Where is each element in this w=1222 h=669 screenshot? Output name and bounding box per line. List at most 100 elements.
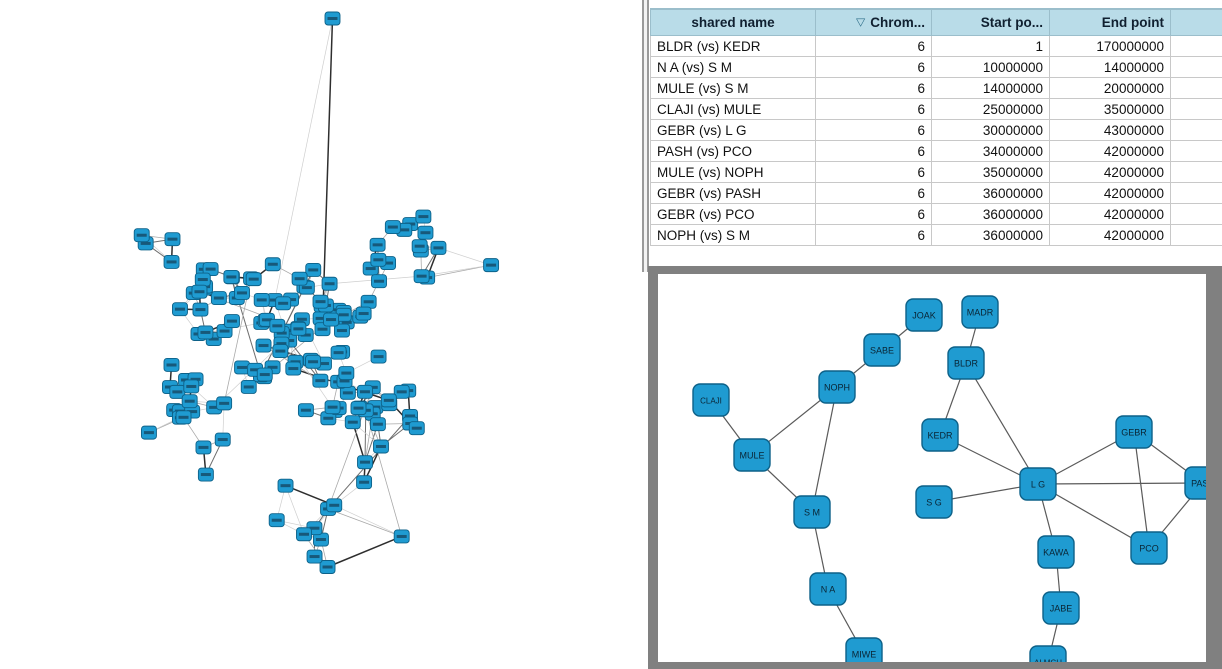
main-network-node[interactable] [264, 257, 281, 272]
main-network-node[interactable] [272, 344, 289, 359]
table-row[interactable]: PASH (vs) PCO6340000004200000011.4 [650, 140, 1222, 162]
edge-table-panel[interactable]: shared name ▽ Chrom... Start po... End po… [640, 0, 1222, 272]
main-network-node[interactable] [373, 439, 389, 454]
main-network-edge[interactable] [274, 18, 333, 301]
main-network-node[interactable] [344, 415, 361, 430]
main-network-node[interactable] [408, 421, 425, 436]
subnetwork-node-MADR[interactable]: MADR [961, 295, 999, 329]
main-network-node[interactable] [285, 361, 302, 376]
table-row[interactable]: CLAJI (vs) MULE625000000350000005.9 [650, 98, 1222, 120]
subnetwork-node-KEDR[interactable]: KEDR [921, 418, 959, 452]
main-network-node[interactable] [297, 403, 314, 418]
main-network-node[interactable] [305, 354, 321, 369]
main-network-node[interactable] [370, 252, 387, 267]
main-network-node[interactable] [195, 440, 212, 455]
main-network-node[interactable] [356, 475, 373, 490]
main-network-edge[interactable] [333, 504, 403, 537]
subnetwork-panel[interactable]: CLAJI MULE NOPH SABE JOAK S M N A MIWE MADR BLDR K… [648, 266, 1222, 669]
main-network-node[interactable] [163, 254, 180, 269]
table-row[interactable]: NOPH (vs) S M636000000420000009.9 [650, 224, 1222, 246]
column-header-shared-name[interactable]: shared name [650, 8, 816, 36]
main-network-node[interactable] [172, 302, 188, 317]
subnetwork-node-JOAK[interactable]: JOAK [905, 298, 943, 332]
main-network-node[interactable] [384, 220, 401, 234]
subnetwork-node-CLAJI[interactable]: CLAJI [692, 383, 730, 417]
subnetwork-canvas[interactable]: CLAJI MULE NOPH SABE JOAK S M N A MIWE MADR BLDR K… [658, 274, 1206, 662]
subnetwork-node-BLDR[interactable]: BLDR [947, 346, 985, 380]
subnetwork-node-MIWE[interactable]: MIWE [845, 637, 883, 662]
subnetwork-edge-NOPH-S M[interactable] [811, 386, 838, 513]
subnetwork-node-GEBR[interactable]: GEBR [1115, 415, 1153, 449]
main-network-node[interactable] [323, 312, 339, 327]
main-network-node[interactable] [334, 323, 350, 338]
main-network-node[interactable] [163, 358, 180, 372]
main-network-node[interactable] [369, 237, 386, 252]
subnetwork-edge-GEBR-PCO[interactable] [1133, 431, 1150, 549]
main-network-node[interactable] [133, 228, 150, 243]
column-header-chromosome[interactable]: ▽ Chrom... [815, 8, 932, 36]
main-network-node[interactable] [411, 239, 428, 254]
subnetwork-node-S-M[interactable]: S M [793, 495, 831, 529]
subnetwork-node-PASH[interactable]: PASH [1184, 466, 1206, 500]
main-network-node[interactable] [370, 349, 387, 364]
main-network-node[interactable] [197, 325, 214, 340]
subnetwork-node-N-A[interactable]: N A [809, 572, 847, 606]
table-row[interactable]: GEBR (vs) PASH636000000420000008.9 [650, 182, 1222, 204]
table-row[interactable]: BLDR (vs) KEDR61170000000192.0 [650, 35, 1222, 57]
main-network-node[interactable] [320, 411, 337, 426]
main-network-edge[interactable] [438, 247, 492, 266]
table-row[interactable]: N A (vs) S M610000000140000006.6 [650, 56, 1222, 78]
main-network-edge[interactable] [365, 409, 403, 537]
main-network-node[interactable] [291, 271, 308, 286]
main-network-node[interactable] [191, 284, 208, 299]
column-header-end-point[interactable]: End point [1049, 8, 1171, 36]
main-network-edge[interactable] [322, 17, 334, 318]
main-network-node[interactable] [268, 513, 285, 528]
subnetwork-edge-L G-PASH[interactable] [1037, 482, 1204, 485]
main-network-node[interactable] [269, 318, 286, 333]
main-network-node[interactable] [234, 285, 250, 300]
main-network-node[interactable] [245, 272, 262, 287]
subnetwork-edge-BLDR-L G[interactable] [965, 362, 1039, 485]
main-network-node[interactable] [360, 294, 377, 309]
main-network-node[interactable] [371, 274, 387, 289]
main-network-edge[interactable] [426, 264, 492, 278]
table-row[interactable]: MULE (vs) S M614000000200000007.5 [650, 77, 1222, 99]
main-network-node[interactable] [256, 367, 273, 382]
main-network-node[interactable] [255, 338, 272, 353]
main-network-edge[interactable] [327, 508, 403, 537]
main-network-node[interactable] [483, 258, 500, 273]
main-network-canvas[interactable] [0, 0, 640, 669]
main-network-node[interactable] [356, 384, 373, 399]
subnetwork-node-SABE[interactable]: SABE [863, 333, 901, 367]
main-network-node[interactable] [253, 292, 270, 307]
edge-table[interactable]: shared name ▽ Chrom... Start po... End po… [650, 8, 1222, 246]
table-row[interactable]: GEBR (vs) L G6300000004300000016.9 [650, 119, 1222, 141]
main-network-node[interactable] [321, 276, 338, 291]
main-network-node[interactable] [415, 209, 432, 224]
main-network-node[interactable] [430, 240, 447, 255]
main-network-node[interactable] [140, 425, 157, 440]
main-network-node[interactable] [355, 306, 372, 321]
main-network-node[interactable] [417, 225, 434, 240]
main-network-node[interactable] [324, 400, 341, 415]
main-network-node[interactable] [275, 296, 292, 311]
main-network-node[interactable] [326, 498, 343, 513]
main-network-node[interactable] [369, 417, 386, 432]
main-network-node[interactable] [339, 385, 356, 400]
main-network-edge[interactable] [285, 485, 305, 535]
main-network-node[interactable] [277, 478, 294, 493]
table-row[interactable]: MULE (vs) NOPH6350000004200000010.5 [650, 161, 1222, 183]
column-header-genetic[interactable]: Genetic... [1170, 8, 1222, 36]
main-network-node[interactable] [305, 262, 322, 277]
main-network-node[interactable] [175, 410, 192, 425]
main-network-node[interactable] [234, 360, 251, 375]
main-network-node[interactable] [350, 401, 367, 416]
main-network-node[interactable] [210, 291, 227, 305]
main-network-node[interactable] [312, 294, 329, 309]
subnetwork-node-MULE[interactable]: MULE [733, 438, 771, 472]
main-network-node[interactable] [223, 269, 240, 284]
table-row[interactable]: GEBR (vs) PCO636000000420000008.4 [650, 203, 1222, 225]
column-header-start-point[interactable]: Start po... [931, 8, 1050, 36]
main-network-edge[interactable] [326, 535, 403, 568]
